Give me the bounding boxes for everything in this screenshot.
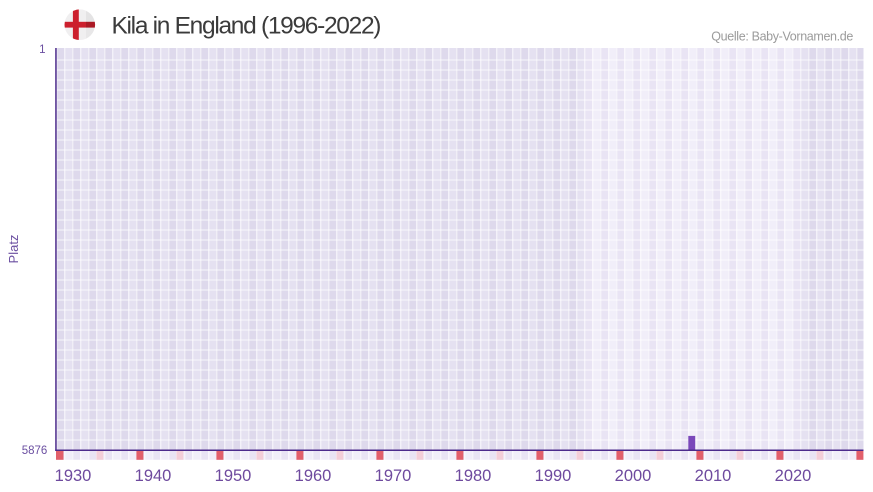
svg-text:2020: 2020 — [775, 467, 812, 485]
svg-text:Quelle: Baby-Vornamen.de: Quelle: Baby-Vornamen.de — [711, 30, 853, 44]
svg-text:5876: 5876 — [22, 445, 48, 457]
svg-text:1930: 1930 — [55, 467, 92, 485]
svg-text:1950: 1950 — [215, 467, 252, 485]
svg-text:1: 1 — [39, 44, 45, 56]
svg-text:Platz: Platz — [6, 235, 21, 264]
svg-text:1970: 1970 — [375, 467, 412, 485]
svg-text:2010: 2010 — [695, 467, 732, 485]
svg-text:1940: 1940 — [135, 467, 172, 485]
svg-text:2000: 2000 — [615, 467, 652, 485]
svg-text:Kila in England (1996-2022): Kila in England (1996-2022) — [112, 12, 381, 39]
svg-text:1990: 1990 — [535, 467, 572, 485]
svg-text:1980: 1980 — [455, 467, 492, 485]
svg-text:1960: 1960 — [295, 467, 332, 485]
